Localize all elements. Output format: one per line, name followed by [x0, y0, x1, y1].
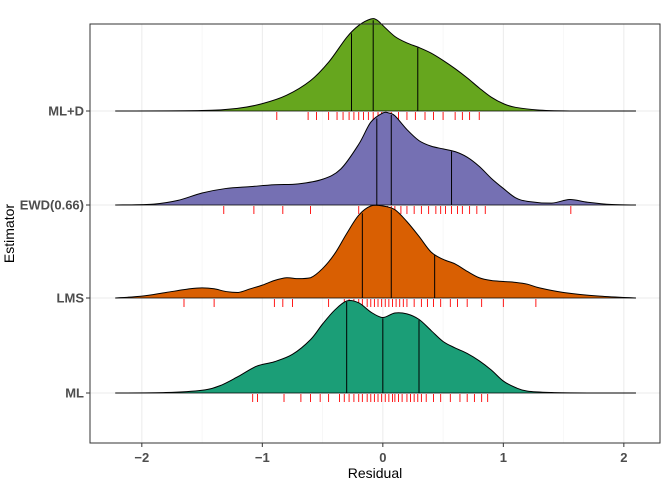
density-area [115, 205, 636, 298]
ridge-ml-d [115, 18, 636, 120]
y-axis-title: Estimator [1, 204, 17, 263]
ridge-lms [115, 204, 636, 307]
density-outline [115, 111, 636, 206]
y-tick-label: ML [65, 386, 84, 401]
panel-border [89, 23, 661, 444]
x-tick-label: 2 [620, 450, 627, 465]
density-outline [115, 18, 636, 112]
y-tick-label: ML+D [48, 104, 84, 119]
ridge-ewd-0-66 [115, 111, 636, 214]
density-area [115, 300, 636, 393]
y-tick-label: LMS [57, 291, 85, 306]
density-area [115, 112, 636, 205]
x-tick-label: −1 [255, 450, 270, 465]
y-tick-label: EWD(0.66) [20, 198, 84, 213]
x-tick-label: 1 [500, 450, 507, 465]
y-axis: ML LMS EWD(0.66) ML+D [20, 104, 90, 401]
density-area [115, 18, 636, 112]
x-tick-label: 0 [379, 450, 386, 465]
ridge-ml [115, 300, 636, 402]
x-axis-title: Residual [348, 465, 402, 481]
x-axis: −2 −1 0 1 2 [134, 443, 627, 465]
x-tick-label: −2 [134, 450, 149, 465]
density-outline [115, 300, 636, 394]
ridges [115, 18, 636, 402]
density-outline [115, 204, 636, 299]
